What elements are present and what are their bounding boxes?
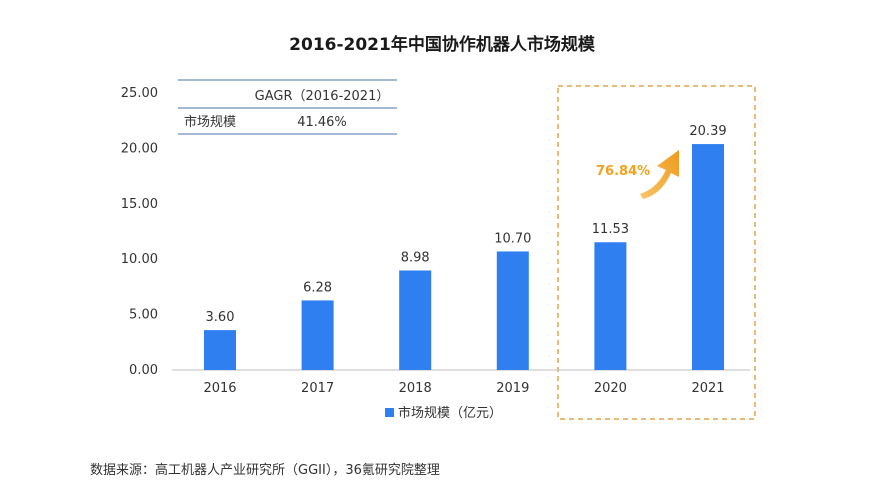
- value-label-2016: 3.60: [206, 310, 235, 325]
- inset-table-row-value: 41.46%: [297, 115, 347, 130]
- x-tick-label-2020: 2020: [594, 381, 627, 396]
- chart-title: 2016-2021年中国协作机器人市场规模: [289, 35, 595, 55]
- y-tick-label: 25.00: [121, 86, 158, 101]
- y-tick-label: 0.00: [129, 363, 158, 378]
- inset-table-row-label: 市场规模: [184, 114, 236, 130]
- bar-series: [204, 144, 724, 370]
- x-tick-label-2018: 2018: [399, 381, 432, 396]
- value-labels: 3.60 6.28 8.98 10.70 11.53 20.39: [206, 124, 727, 325]
- bar-2017: [301, 300, 334, 370]
- inset-table-header: GAGR（2016-2021）: [255, 89, 390, 104]
- legend-label: 市场规模（亿元）: [398, 405, 502, 421]
- bar-2016: [204, 330, 236, 370]
- y-tick-label: 20.00: [121, 141, 158, 156]
- value-label-2017: 6.28: [303, 280, 332, 295]
- growth-arrow-icon: [640, 150, 679, 199]
- bar-2020: [594, 242, 627, 370]
- y-tick-label: 10.00: [121, 252, 158, 267]
- growth-arrow: 76.84%: [596, 150, 679, 199]
- x-tick-label-2019: 2019: [496, 381, 529, 396]
- value-label-2018: 8.98: [401, 251, 430, 266]
- y-tick-label: 5.00: [129, 308, 158, 323]
- source-note: 数据来源：高工机器人产业研究所（GGII），36氪研究院整理: [90, 463, 440, 478]
- value-label-2021: 20.39: [689, 124, 726, 139]
- inset-table: GAGR（2016-2021） 市场规模 41.46%: [178, 79, 397, 135]
- legend: 市场规模（亿元）: [385, 405, 502, 421]
- highlight-box: [557, 85, 756, 420]
- x-tick-label-2017: 2017: [301, 381, 334, 396]
- value-label-2020: 11.53: [592, 222, 629, 237]
- bar-2018: [399, 270, 432, 370]
- value-label-2019: 10.70: [494, 231, 531, 246]
- growth-label: 76.84%: [596, 164, 650, 179]
- legend-swatch: [385, 408, 394, 417]
- bar-2019: [496, 251, 529, 370]
- y-axis: 0.00 5.00 10.00 15.00 20.00 25.00: [121, 86, 158, 378]
- x-axis: 2016 2017 2018 2019 2020 2021: [203, 381, 724, 396]
- y-tick-label: 15.00: [121, 197, 158, 212]
- x-tick-label-2016: 2016: [203, 381, 236, 396]
- bar-2021: [692, 144, 724, 370]
- x-tick-label-2021: 2021: [691, 381, 724, 396]
